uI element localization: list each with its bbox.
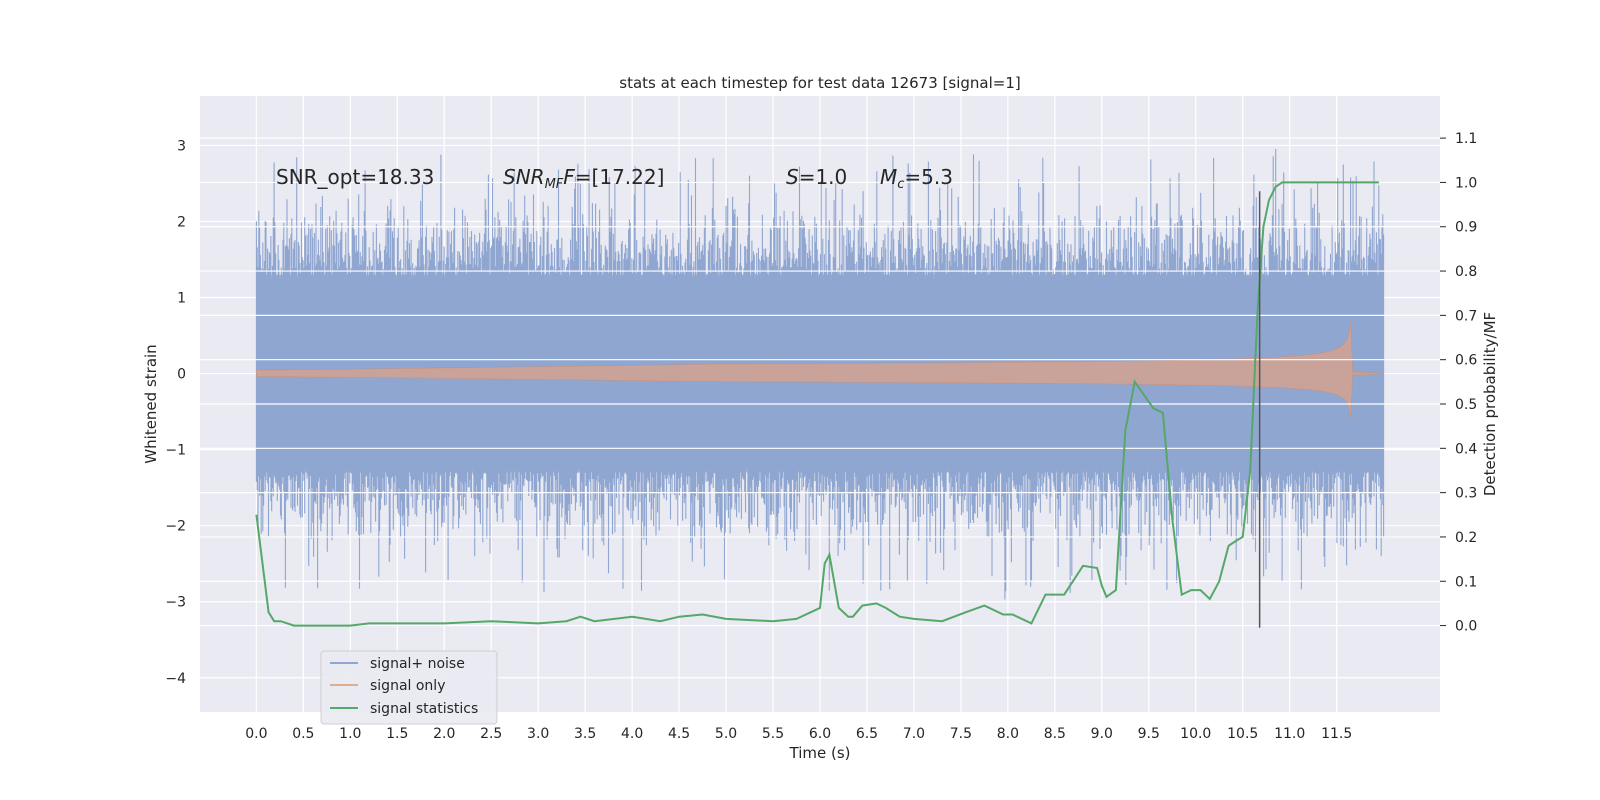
x-tick-label: 4.5: [668, 726, 690, 742]
y-tick-label: −2: [165, 519, 186, 535]
x-tick-label: 1.5: [386, 726, 408, 742]
y2-tick-labels: 1.1 1.0 0.9 0.8 0.7 0.6 0.5 0.4 0.3 0.2 0.1 0.0: [1440, 131, 1477, 635]
y2-tick-label: 0.6: [1455, 353, 1477, 369]
x-tick-label: 8.0: [997, 726, 1019, 742]
annotation-mc: Mc=5.3: [880, 165, 953, 192]
grid-lines-right-axis: [200, 137, 1440, 627]
y2-tick-label: 0.2: [1455, 530, 1477, 546]
x-tick-label: 2.0: [433, 726, 455, 742]
legend-label-stats: signal statistics: [370, 701, 478, 717]
y2-tick-label: 0.5: [1455, 397, 1477, 413]
x-tick-label: 3.0: [527, 726, 549, 742]
series-signal-statistics: [255, 181, 1379, 627]
annotation-snr-mf: SNRMFF=[17.22]: [503, 165, 664, 192]
series-signal-only: [256, 321, 1384, 418]
x-tick-labels: 0.0 0.5 1.0 1.5 2.0 2.5 3.0 3.5 4.0 4.5 5.0 5.5 6.0 6…: [245, 726, 1352, 742]
x-tick-label: 10.0: [1180, 726, 1211, 742]
y2-tick-label: 1.0: [1455, 175, 1477, 191]
annotation-s: S=1.0: [786, 165, 847, 189]
y-tick-label: −1: [165, 443, 186, 459]
y2-tick-label: 0.9: [1455, 220, 1477, 236]
signal-envelope: [256, 321, 1384, 418]
y2-tick-label: 1.1: [1455, 131, 1477, 147]
y-tick-label: −4: [165, 671, 186, 687]
chart-title: stats at each timestep for test data 126…: [619, 74, 1020, 92]
y2-tick-label: 0.0: [1455, 619, 1477, 635]
legend-label-signal: signal only: [370, 678, 445, 694]
annotation-snr-opt: SNR_opt=18.33: [276, 165, 434, 189]
x-tick-label: 3.5: [574, 726, 596, 742]
legend: signal+ noise signal only signal statist…: [320, 650, 498, 725]
y-tick-label: 3: [177, 138, 186, 154]
y-tick-labels: 3 2 1 0 −1 −2 −3 −4: [165, 138, 186, 686]
x-tick-label: 2.5: [480, 726, 502, 742]
x-tick-label: 10.5: [1227, 726, 1258, 742]
x-tick-label: 5.0: [715, 726, 737, 742]
x-tick-label: 6.0: [809, 726, 831, 742]
x-tick-label: 4.0: [621, 726, 643, 742]
y2-tick-label: 0.7: [1455, 308, 1477, 324]
y2-tick-label: 0.4: [1455, 441, 1477, 457]
y-tick-label: 1: [177, 291, 186, 307]
x-tick-label: 0.0: [245, 726, 267, 742]
x-tick-label: 6.5: [856, 726, 878, 742]
x-tick-label: 9.5: [1138, 726, 1160, 742]
x-tick-label: 11.0: [1274, 726, 1305, 742]
y2-tick-label: 0.8: [1455, 264, 1477, 280]
legend-box: [320, 650, 498, 725]
y2-axis-label: Detection probability/MF: [1481, 312, 1499, 496]
x-tick-label: 1.0: [339, 726, 361, 742]
x-tick-label: 7.0: [903, 726, 925, 742]
y-tick-label: −3: [165, 595, 186, 611]
x-tick-label: 8.5: [1044, 726, 1066, 742]
y-axis-label: Whitened strain: [142, 344, 160, 463]
x-tick-label: 0.5: [292, 726, 314, 742]
x-tick-label: 7.5: [950, 726, 972, 742]
x-axis-label: Time (s): [789, 744, 851, 762]
y2-tick-label: 0.1: [1455, 574, 1477, 590]
x-tick-label: 11.5: [1321, 726, 1352, 742]
y-tick-label: 0: [177, 367, 186, 383]
y-tick-label: 2: [177, 214, 186, 230]
legend-label-noise: signal+ noise: [370, 656, 465, 672]
y2-tick-label: 0.3: [1455, 486, 1477, 502]
stats-line: [255, 181, 1379, 627]
x-tick-label: 5.5: [762, 726, 784, 742]
x-tick-label: 9.0: [1091, 726, 1113, 742]
